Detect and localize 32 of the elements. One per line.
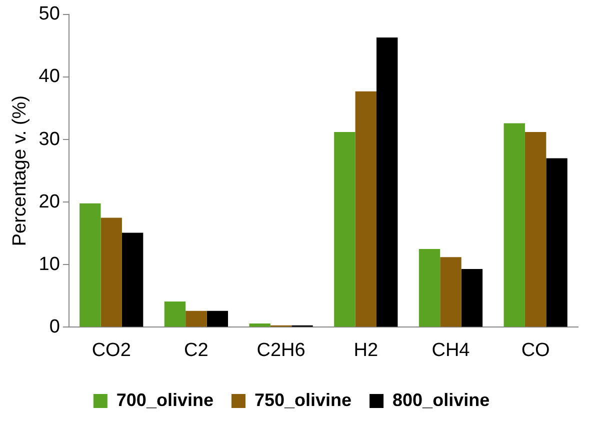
y-axis-title: Percentage v. (%) — [10, 95, 31, 246]
bar — [186, 310, 207, 327]
y-tick-label: 40 — [38, 66, 60, 88]
bar — [164, 302, 186, 327]
y-tick-label: 20 — [38, 191, 60, 212]
bar — [418, 249, 440, 327]
bar — [546, 158, 568, 327]
bar — [206, 310, 228, 327]
y-tick-label: 10 — [38, 254, 60, 275]
bar — [524, 132, 546, 327]
y-tick-label: 50 — [38, 4, 60, 25]
x-tick-label: CH4 — [432, 340, 470, 361]
x-tick-label: C2 — [184, 340, 208, 361]
bar — [504, 123, 525, 327]
legend-label: 750_olivine — [254, 390, 352, 410]
x-tick-label: CO — [521, 340, 550, 361]
y-tick-label: 0 — [49, 316, 60, 338]
bar — [440, 257, 462, 327]
bar — [80, 203, 101, 327]
bar — [249, 323, 270, 327]
x-tick-label: C2H6 — [256, 340, 306, 361]
legend-label: 700_olivine — [116, 390, 214, 410]
bar — [376, 38, 398, 327]
bar — [461, 269, 483, 327]
bar — [334, 132, 356, 327]
bar — [122, 232, 144, 327]
x-tick-label: CO2 — [92, 340, 131, 361]
y-tick-label: 30 — [38, 128, 60, 150]
legend-label: 800_olivine — [392, 390, 490, 410]
bar — [100, 218, 122, 327]
bar — [355, 91, 376, 327]
x-tick-label: H2 — [354, 340, 378, 361]
